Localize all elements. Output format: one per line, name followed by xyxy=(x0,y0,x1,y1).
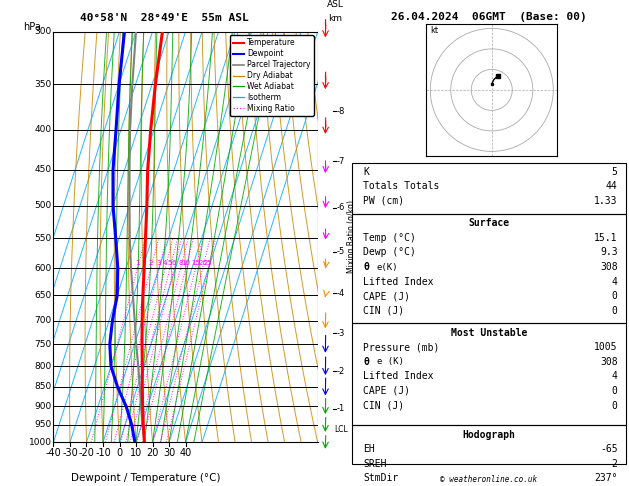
Text: Totals Totals: Totals Totals xyxy=(363,181,440,191)
Text: 8: 8 xyxy=(179,260,183,266)
Text: 15: 15 xyxy=(191,260,200,266)
Text: Dewpoint / Temperature (°C): Dewpoint / Temperature (°C) xyxy=(71,473,221,483)
Text: Lifted Index: Lifted Index xyxy=(363,277,433,287)
Text: 2: 2 xyxy=(148,260,153,266)
Text: 0: 0 xyxy=(116,449,123,458)
Text: 20: 20 xyxy=(147,449,159,458)
Text: SREH: SREH xyxy=(363,459,387,469)
Text: 0: 0 xyxy=(612,291,618,301)
Text: Dewp (°C): Dewp (°C) xyxy=(363,247,416,258)
Text: 20: 20 xyxy=(198,260,207,266)
Text: 9.3: 9.3 xyxy=(600,247,618,258)
Text: -10: -10 xyxy=(95,449,111,458)
Text: 4: 4 xyxy=(612,371,618,382)
Text: 25: 25 xyxy=(204,260,213,266)
Text: EH: EH xyxy=(363,444,375,454)
Text: -4: -4 xyxy=(337,289,345,298)
Text: 3: 3 xyxy=(157,260,162,266)
Text: e(K): e(K) xyxy=(377,262,398,272)
Text: -5: -5 xyxy=(337,247,345,256)
Text: PW (cm): PW (cm) xyxy=(363,196,404,206)
Text: -30: -30 xyxy=(62,449,78,458)
Text: 40°58'N  28°49'E  55m ASL: 40°58'N 28°49'E 55m ASL xyxy=(80,14,249,23)
Text: 350: 350 xyxy=(34,80,52,88)
Text: K: K xyxy=(363,167,369,176)
Text: hPa: hPa xyxy=(23,21,42,32)
Text: -20: -20 xyxy=(79,449,94,458)
Text: θ: θ xyxy=(363,357,369,367)
Text: 950: 950 xyxy=(34,420,52,429)
Text: km: km xyxy=(328,15,342,23)
Bar xyxy=(352,214,626,323)
Text: 550: 550 xyxy=(34,234,52,243)
Text: CIN (J): CIN (J) xyxy=(363,306,404,316)
Text: CAPE (J): CAPE (J) xyxy=(363,386,410,396)
Text: 850: 850 xyxy=(34,382,52,391)
Text: Pressure (mb): Pressure (mb) xyxy=(363,342,440,352)
Text: -40: -40 xyxy=(45,449,62,458)
Text: 300: 300 xyxy=(34,27,52,36)
Text: 600: 600 xyxy=(34,263,52,273)
Text: 10: 10 xyxy=(181,260,191,266)
Text: 237°: 237° xyxy=(594,473,618,484)
Text: Temp (°C): Temp (°C) xyxy=(363,233,416,243)
Text: 6: 6 xyxy=(172,260,176,266)
Text: 1005: 1005 xyxy=(594,342,618,352)
Text: -7: -7 xyxy=(337,157,345,166)
Text: -2: -2 xyxy=(337,367,345,376)
Legend: Temperature, Dewpoint, Parcel Trajectory, Dry Adiabat, Wet Adiabat, Isotherm, Mi: Temperature, Dewpoint, Parcel Trajectory… xyxy=(230,35,314,116)
Text: 450: 450 xyxy=(35,165,52,174)
Text: 15.1: 15.1 xyxy=(594,233,618,243)
Text: ASL: ASL xyxy=(327,0,343,9)
Text: 10: 10 xyxy=(130,449,142,458)
Text: 2: 2 xyxy=(612,459,618,469)
Text: 26.04.2024  06GMT  (Base: 00): 26.04.2024 06GMT (Base: 00) xyxy=(391,12,587,22)
Text: 4: 4 xyxy=(163,260,167,266)
Text: 0: 0 xyxy=(612,400,618,411)
Text: CAPE (J): CAPE (J) xyxy=(363,291,410,301)
Text: 308: 308 xyxy=(600,357,618,367)
Text: 500: 500 xyxy=(34,201,52,210)
Text: StmDir: StmDir xyxy=(363,473,398,484)
Text: -3: -3 xyxy=(337,329,345,338)
Bar xyxy=(352,323,626,425)
Text: -6: -6 xyxy=(337,203,345,212)
Text: Hodograph: Hodograph xyxy=(462,430,516,440)
Text: Surface: Surface xyxy=(469,218,509,228)
Text: 30: 30 xyxy=(163,449,175,458)
Text: 5: 5 xyxy=(612,167,618,176)
Text: -65: -65 xyxy=(600,444,618,454)
Text: 650: 650 xyxy=(34,291,52,300)
Text: Lifted Index: Lifted Index xyxy=(363,371,433,382)
Text: e (K): e (K) xyxy=(377,357,404,366)
Bar xyxy=(352,425,626,464)
Text: 4: 4 xyxy=(612,277,618,287)
Text: 0: 0 xyxy=(612,306,618,316)
Text: 1.33: 1.33 xyxy=(594,196,618,206)
Text: 44: 44 xyxy=(606,181,618,191)
Text: 1: 1 xyxy=(135,260,140,266)
Text: CIN (J): CIN (J) xyxy=(363,400,404,411)
Text: 0: 0 xyxy=(612,386,618,396)
Text: 1000: 1000 xyxy=(28,438,52,447)
Text: θ: θ xyxy=(363,262,369,272)
Text: 400: 400 xyxy=(35,125,52,134)
Text: 750: 750 xyxy=(34,340,52,348)
Text: Mixing Ratio (g/kg): Mixing Ratio (g/kg) xyxy=(347,200,356,274)
Text: LCL: LCL xyxy=(335,425,348,434)
Bar xyxy=(352,163,626,214)
Text: 700: 700 xyxy=(34,316,52,325)
Text: Most Unstable: Most Unstable xyxy=(451,328,527,338)
Text: 900: 900 xyxy=(34,402,52,411)
Text: 308: 308 xyxy=(600,262,618,272)
Text: 800: 800 xyxy=(34,362,52,371)
Text: © weatheronline.co.uk: © weatheronline.co.uk xyxy=(440,474,538,484)
Text: 5: 5 xyxy=(168,260,172,266)
Text: -8: -8 xyxy=(337,107,345,116)
Text: -1: -1 xyxy=(337,404,345,414)
Text: 40: 40 xyxy=(179,449,192,458)
